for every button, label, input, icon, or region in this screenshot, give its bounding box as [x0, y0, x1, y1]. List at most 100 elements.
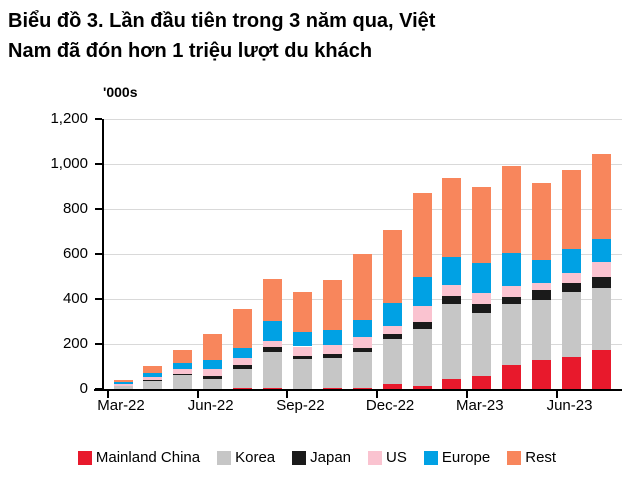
- bar-segment-rest: [502, 166, 522, 253]
- bar-segment-europe: [233, 348, 253, 359]
- y-axis-tick: [95, 388, 102, 390]
- bar-segment-japan: [591, 276, 611, 289]
- bar-segment-japan: [382, 334, 402, 340]
- bar-segment-korea: [472, 313, 492, 376]
- legend-item-japan: Japan: [292, 449, 351, 466]
- x-axis-tick-label: Jun-23: [546, 397, 593, 414]
- bar-segment-us: [532, 282, 552, 290]
- bar-segment-rest: [412, 193, 432, 277]
- legend-swatch-icon: [292, 450, 307, 465]
- bar-segment-korea: [322, 358, 342, 389]
- bar-segment-japan: [173, 373, 193, 375]
- bar-segment-rest: [143, 366, 163, 373]
- bar-segment-europe: [143, 372, 163, 378]
- legend-label: US: [386, 449, 407, 466]
- bar-segment-mainland-china: [442, 379, 462, 389]
- bar-Mar-22: [113, 379, 133, 389]
- x-axis-tick: [196, 391, 199, 398]
- bar-segment-europe: [562, 249, 581, 273]
- bar-segment-japan: [143, 379, 163, 381]
- bar-segment-japan: [562, 283, 581, 293]
- y-axis-tick-label: 1,200: [50, 110, 88, 127]
- bar-May-22: [173, 350, 193, 389]
- bar-Aug-22: [263, 279, 282, 389]
- bar-segment-korea: [502, 304, 522, 365]
- bar-segment-korea: [562, 292, 581, 358]
- y-axis-tick: [95, 208, 102, 210]
- bar-segment-europe: [322, 329, 342, 346]
- bar-segment-us: [233, 358, 253, 365]
- y-axis-tick: [95, 253, 102, 255]
- bar-segment-mainland-china: [502, 364, 522, 389]
- legend-label: Europe: [441, 449, 491, 466]
- bar-segment-rest: [472, 186, 492, 263]
- bar-Jun-22: [203, 334, 223, 389]
- bar-segment-us: [472, 292, 492, 305]
- bar-segment-mainland-china: [412, 385, 432, 389]
- bar-segment-europe: [591, 239, 611, 262]
- bar-segment-rest: [382, 229, 402, 304]
- y-axis-tick-label: 400: [62, 290, 88, 307]
- x-axis-tick-label: Mar-22: [97, 397, 145, 414]
- bar-segment-japan: [502, 296, 522, 305]
- bar-segment-rest: [233, 309, 253, 349]
- legend-item-europe: Europe: [423, 449, 491, 466]
- bar-segment-japan: [412, 321, 432, 330]
- bar-segment-korea: [113, 386, 133, 389]
- legend-label: Japan: [310, 449, 352, 466]
- bar-segment-us: [382, 325, 402, 335]
- bar-segment-japan: [352, 348, 372, 353]
- bar-segment-us: [292, 346, 312, 356]
- bar-segment-korea: [382, 339, 402, 385]
- bar-segment-europe: [113, 381, 133, 384]
- bar-segment-us: [113, 383, 133, 386]
- bar-Jun-23: [562, 169, 581, 389]
- legend-swatch-icon: [77, 450, 92, 465]
- bar-segment-rest: [532, 182, 552, 261]
- bar-Apr-22: [143, 366, 163, 389]
- gridline: [104, 119, 622, 120]
- bar-segment-korea: [352, 352, 372, 389]
- bar-segment-rest: [562, 169, 581, 250]
- bar-segment-mainland-china: [382, 384, 402, 389]
- x-axis-tick: [286, 391, 289, 398]
- bar-segment-mainland-china: [233, 388, 253, 389]
- bar-segment-korea: [203, 379, 223, 389]
- bar-segment-europe: [442, 257, 462, 286]
- bar-segment-us: [143, 377, 163, 380]
- bar-segment-europe: [203, 359, 223, 369]
- legend-item-korea: Korea: [217, 449, 275, 466]
- bar-Mar-23: [472, 186, 492, 389]
- bar-segment-korea: [263, 351, 282, 389]
- y-axis-tick-label: 600: [62, 245, 88, 262]
- bar-segment-us: [562, 272, 581, 284]
- bar-segment-rest: [173, 350, 193, 363]
- legend: Mainland China Korea Japan US Europe Rest: [0, 449, 634, 466]
- bar-segment-europe: [263, 321, 282, 341]
- y-axis-tick: [95, 163, 102, 165]
- x-axis-tick: [555, 391, 558, 398]
- bar-segment-us: [263, 340, 282, 348]
- bar-segment-japan: [263, 347, 282, 352]
- bar-segment-rest: [263, 279, 282, 322]
- y-axis-tick-label: 0: [79, 380, 88, 397]
- bar-segment-mainland-china: [472, 375, 492, 389]
- x-axis-tick-label: Dec-22: [365, 397, 415, 414]
- plot-area: [94, 118, 622, 398]
- bar-segment-japan: [292, 355, 312, 360]
- y-axis-tick: [95, 298, 102, 300]
- bar-segment-europe: [532, 260, 552, 283]
- legend-swatch-icon: [423, 450, 438, 465]
- bar-Dec-22: [382, 229, 402, 389]
- legend-label: Mainland China: [95, 449, 201, 466]
- bar-Jul-23: [591, 153, 611, 389]
- bar-segment-mainland-china: [322, 388, 342, 389]
- bar-segment-rest: [203, 334, 223, 360]
- chart-title-line-1: Biểu đồ 3. Lần đầu tiên trong 3 năm qua,…: [8, 10, 436, 32]
- bar-segment-rest: [591, 153, 611, 240]
- bar-segment-korea: [412, 329, 432, 386]
- bar-segment-us: [442, 285, 462, 296]
- bar-segment-europe: [382, 303, 402, 326]
- bar-segment-japan: [472, 304, 492, 314]
